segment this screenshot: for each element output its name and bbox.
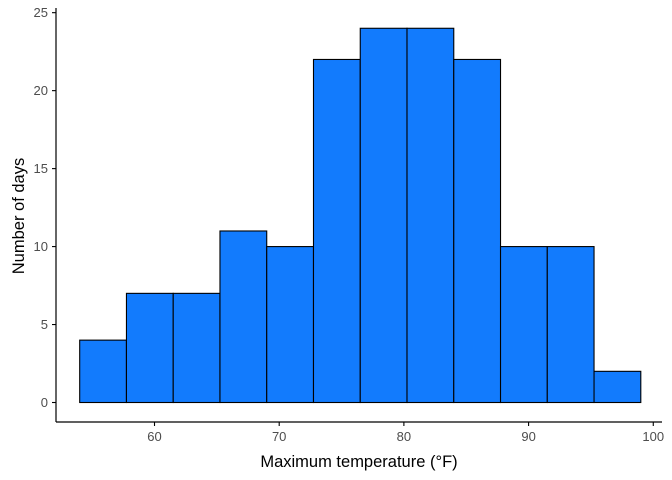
x-ticks-layer: 60 70 80 90 100	[147, 422, 664, 444]
histogram-bar-1	[125, 292, 174, 404]
x-tick-label: 60	[147, 429, 161, 444]
histogram-bar-3	[219, 230, 268, 404]
histogram-bar-8	[453, 58, 502, 404]
bars-layer	[79, 27, 642, 404]
y-tick-label: 15	[34, 161, 48, 176]
x-axis-title: Maximum temperature (°F)	[260, 453, 457, 471]
histogram-bar-5	[312, 58, 361, 404]
x-tick-label: 100	[642, 429, 664, 444]
y-tick-label: 20	[34, 83, 48, 98]
x-tick-label: 70	[272, 429, 286, 444]
y-tick-label: 5	[41, 317, 48, 332]
histogram-bar-6	[359, 27, 408, 404]
histogram-bar-2	[172, 292, 221, 404]
y-ticks-layer: 0 5 10 15 20 25	[34, 5, 56, 410]
histogram-bar-7	[406, 27, 455, 404]
histogram-bar-11	[593, 370, 642, 404]
x-tick-label: 80	[397, 429, 411, 444]
y-tick-label: 25	[34, 5, 48, 20]
y-tick-label: 0	[41, 395, 48, 410]
histogram-bar-4	[266, 246, 315, 404]
histogram-bar-9	[499, 246, 548, 404]
axes-layer	[55, 8, 662, 423]
y-axis-title: Number of days	[10, 158, 28, 274]
histogram-bar-0	[79, 339, 128, 404]
x-tick-label: 90	[521, 429, 535, 444]
histogram-bar-10	[546, 246, 595, 404]
y-tick-label: 10	[34, 239, 48, 254]
